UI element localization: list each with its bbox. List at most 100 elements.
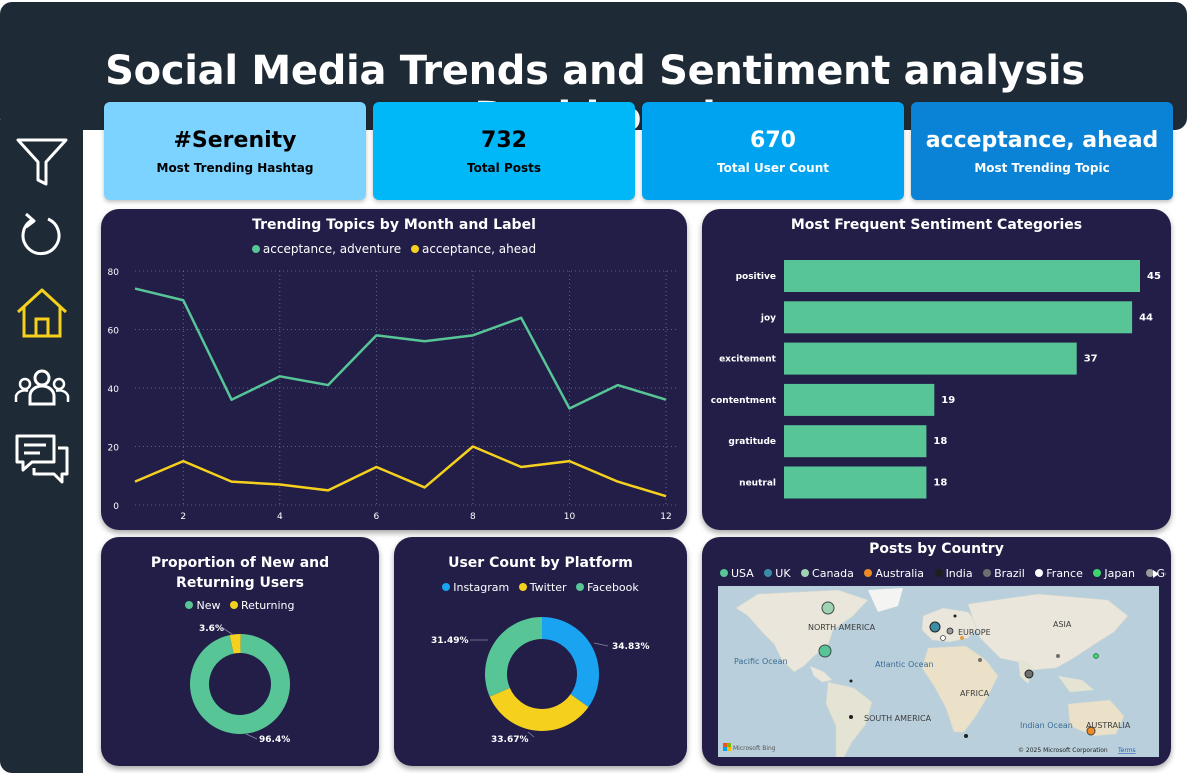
world-map-svg: NORTH AMERICA EUROPE ASIA Pacific Ocean … [723,588,1136,757]
map-label: ASIA [1053,620,1072,629]
donut-slice[interactable] [229,634,241,654]
kpi-trending-topic: acceptance, ahead Most Trending Topic [911,102,1173,200]
bubble-uk[interactable] [929,621,941,633]
donut-slice[interactable] [489,687,589,731]
legend-item[interactable]: Twitter [518,581,567,594]
value-label: 18 [933,478,947,489]
world-map[interactable]: NORTH AMERICA EUROPE ASIA Pacific Ocean … [718,586,1159,757]
legend-label: Germany [1156,567,1166,580]
bubble-japan[interactable] [1093,653,1099,659]
x-tick-label: 12 [660,512,671,522]
refresh-icon[interactable] [14,208,70,264]
donut-slice[interactable] [190,634,290,734]
kpi-total-posts: 732 Total Posts [373,102,635,200]
chat-icon[interactable] [14,432,70,488]
x-tick-label: 4 [277,512,283,522]
series-line[interactable] [134,287,667,410]
users-legend: New Returning [101,599,379,612]
sentiment-bar[interactable] [784,466,927,499]
legend-label: Facebook [587,581,639,594]
sentiment-chart-title: Most Frequent Sentiment Categories [790,217,1083,233]
legend-label: USA [731,567,754,580]
bubble-minor[interactable] [964,734,968,738]
legend-label: Instagram [453,581,510,594]
bubble-france[interactable] [940,635,946,641]
value-label: 44 [1139,312,1153,323]
kpi-trending-hashtag: #Serenity Most Trending Hashtag [104,102,366,200]
legend-label: India [945,567,973,580]
filter-icon[interactable] [14,134,70,190]
legend-item[interactable]: Instagram [442,581,509,594]
legend-item[interactable]: acceptance, adventure [251,242,401,256]
bubble-minor[interactable] [953,614,957,618]
legend-item[interactable]: Returning [229,599,295,612]
x-tick-label: 10 [564,512,576,522]
legend-item[interactable]: Japan [1093,567,1135,580]
bubble-canada[interactable] [821,601,835,615]
donut-slice[interactable] [485,617,542,697]
home-icon[interactable] [14,285,70,341]
slice-label: 33.67% [491,735,529,745]
kpi-label: Total Posts [466,161,542,175]
bing-label: Microsoft Bing [733,745,776,752]
trend-line-card: Trending Topics by Month and Label accep… [101,209,687,530]
legend-marker [410,245,419,253]
legend-item[interactable]: Canada [801,567,854,580]
value-label: 45 [1147,271,1161,282]
platform-donut-chart: 34.83% 33.67% 31.49% [431,617,650,745]
legend-item[interactable]: India [934,567,973,580]
sentiment-bar[interactable] [784,301,1133,334]
legend-item[interactable]: UK [764,567,791,580]
category-label: gratitude [728,437,776,447]
legend-item[interactable]: Brazil [983,567,1025,580]
map-label: AUSTRALIA [1086,721,1131,730]
map-label: NORTH AMERICA [808,623,876,632]
bubble-minor[interactable] [849,679,853,683]
bubble-minor[interactable] [1056,654,1060,658]
bubble-minor[interactable] [978,658,982,662]
sentiment-bar[interactable] [784,425,927,458]
legend-marker [764,569,773,577]
y-tick-label: 40 [108,385,120,395]
value-label: 37 [1084,354,1098,365]
kpi-value: 670 [750,128,796,153]
bubble-australia[interactable] [1086,726,1096,736]
users-icon[interactable] [14,360,70,416]
map-label: SOUTH AMERICA [864,714,932,723]
legend-item[interactable]: New [185,599,220,612]
legend-item[interactable]: Facebook [576,581,639,594]
kpi-label: Total User Count [717,161,829,175]
series-line[interactable] [134,445,667,498]
legend-label: acceptance, ahead [421,242,537,256]
donut-slice[interactable] [542,617,599,708]
map-terms-link[interactable]: Terms [1117,747,1136,754]
map-label: Pacific Ocean [734,657,788,666]
legend-item[interactable]: acceptance, ahead [410,242,537,256]
legend-marker [1035,569,1044,577]
sentiment-bar[interactable] [784,260,1140,292]
legend-marker [576,583,585,591]
bubble-india[interactable] [1024,669,1034,679]
legend-marker [934,569,943,577]
legend-item[interactable]: Australia [864,567,924,580]
sentiment-bar-chart: positive 45 joy 44 excitement 37 contentment 19… [711,260,1161,499]
legend-item[interactable]: Germany [1145,567,1166,580]
map-label: AFRICA [960,689,990,698]
x-tick-label: 6 [373,512,379,522]
users-chart-title: Proportion of New and Returning Users [150,555,330,591]
sentiment-bar[interactable] [784,342,1077,375]
bubble-brazil[interactable] [849,715,853,719]
bubble-germany[interactable] [946,627,954,635]
legend-marker [229,601,238,609]
legend-next-arrow-icon[interactable] [1151,569,1161,579]
bubble-usa[interactable] [818,644,832,658]
legend-item[interactable]: USA [720,567,754,580]
bubble-minor[interactable] [960,636,964,640]
map-label: Atlantic Ocean [875,660,934,669]
sentiment-bar[interactable] [784,383,935,416]
legend-label: Australia [875,567,925,580]
legend-item[interactable]: France [1035,567,1083,580]
value-label: 19 [941,395,955,406]
label-leader [222,627,234,636]
value-label: 18 [933,436,947,447]
